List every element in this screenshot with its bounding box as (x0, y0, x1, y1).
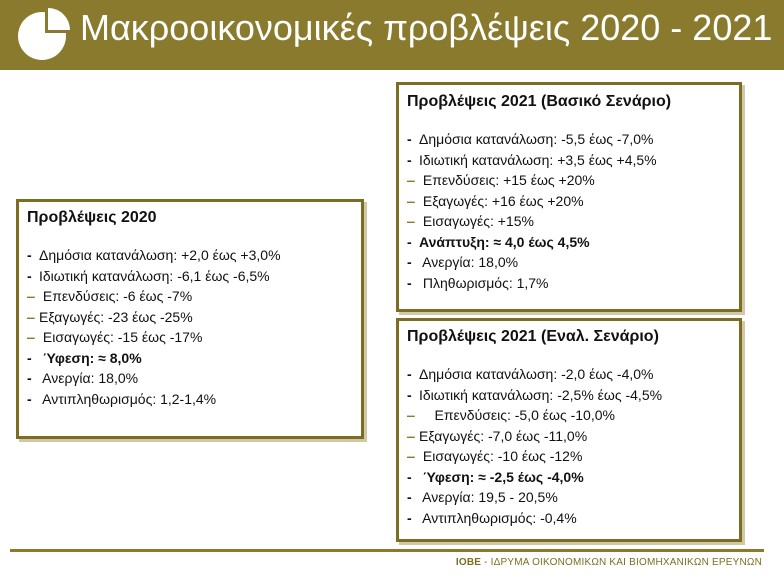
list-item-text: Εξαγωγές: +16 έως +20% (419, 192, 584, 209)
list-item-text: Επενδύσεις: -5,0 έως -10,0% (419, 407, 615, 423)
dash-bullet-icon: ‒ (407, 427, 415, 444)
list-item-text: Εισαγωγές: +15% (419, 213, 534, 229)
pie-chart-logo-icon (18, 8, 70, 60)
box-title: Προβλέψεις 2021 (Βασικό Σενάριο) (407, 93, 672, 110)
list-item: ‒ Εισαγωγές: +15% (407, 211, 739, 232)
footer-divider (10, 549, 764, 552)
list-item: - Πληθωρισμός: 1,7% (407, 273, 739, 294)
header-bar: Μακροοικονομικές προβλέψεις 2020 - 2021 (0, 0, 784, 70)
list-item-text: Αντιπληθωρισμός: 1,2-1,4% (39, 390, 217, 407)
dash-bullet-icon: ‒ (407, 192, 415, 209)
list-item-text: Εξαγωγές: -7,0 έως -11,0% (419, 427, 588, 444)
list-item: - Δημόσια κατανάλωση: -2,0 έως -4,0% (407, 364, 739, 385)
list-item: - Αντιπληθωρισμός: 1,2-1,4% (27, 389, 361, 410)
list-item: ‒ Εισαγωγές: -10 έως -12% (407, 446, 739, 467)
list-item-text: Πληθωρισμός: 1,7% (419, 274, 549, 291)
dash-bullet-icon: - (407, 468, 412, 485)
list-item: ‒ Επενδύσεις: -6 έως -7% (27, 286, 361, 307)
list-item-text: Ανάπτυξη: ≈ 4,0 έως 4,5% (419, 233, 590, 250)
list-item: - Αντιπληθωρισμός: -0,4% (407, 508, 739, 529)
list-item-text: Ιδιωτική κατανάλωση: -2,5% έως -4,5% (419, 386, 663, 403)
list-item: - Ανεργία: 19,5 - 20,5% (407, 487, 739, 508)
list-item-text: Ανεργία: 18,0% (419, 254, 519, 270)
list-item-text: Δημόσια κατανάλωση: -5,5 έως -7,0% (419, 131, 654, 147)
list-item-text: Εξαγωγές: -23 έως -25% (39, 308, 193, 325)
list-item: ‒ Εξαγωγές: +16 έως +20% (407, 191, 739, 212)
dash-bullet-icon: ‒ (407, 448, 415, 464)
dash-bullet-icon: - (407, 233, 412, 250)
box-forecast-2021-alt: Προβλέψεις 2021 (Εναλ. Σενάριο) - Δημόσια… (396, 318, 742, 542)
dash-bullet-icon: ‒ (407, 172, 415, 188)
dash-bullet-icon: ‒ (27, 288, 35, 304)
list-item: - Ανάπτυξη: ≈ 4,0 έως 4,5% (407, 232, 739, 253)
list-item: - Ιδιωτική κατανάλωση: -2,5% έως -4,5% (407, 385, 739, 406)
forecast-list: - Δημόσια κατανάλωση: -2,0 έως -4,0% - Ιδιω… (407, 364, 739, 528)
list-item-text: Ανεργία: 18,0% (39, 370, 139, 386)
list-item: - Ιδιωτική κατανάλωση: +3,5 έως +4,5% (407, 150, 739, 171)
dash-bullet-icon: ‒ (407, 213, 415, 229)
list-item: ‒ Επενδύσεις: -5,0 έως -10,0% (407, 405, 739, 426)
dash-bullet-icon: - (27, 247, 32, 263)
list-item-text: Εισαγωγές: -10 έως -12% (419, 448, 583, 464)
box-forecast-2020: Προβλέψεις 2020 - Δημόσια κατανάλωση: +2,… (16, 199, 364, 439)
list-item-text: Δημόσια κατανάλωση: +2,0 έως +3,0% (39, 247, 281, 263)
list-item: ‒ Εισαγωγές: -15 έως -17% (27, 327, 361, 348)
dash-bullet-icon: - (407, 489, 412, 505)
list-item: ‒ Εξαγωγές: -7,0 έως -11,0% (407, 426, 739, 447)
list-item-text: Ιδιωτική κατανάλωση: +3,5 έως +4,5% (419, 151, 657, 168)
dash-bullet-icon: - (27, 390, 32, 407)
list-item: ‒ Επενδύσεις: +15 έως +20% (407, 170, 739, 191)
footer-org-name: - ΙΔΡΥΜΑ ΟΙΚΟΝΟΜΙΚΩΝ ΚΑΙ ΒΙΟΜΗΧΑΝΙΚΩΝ ΕΡ… (481, 557, 762, 568)
dash-bullet-icon: - (27, 349, 32, 366)
dash-bullet-icon: ‒ (27, 308, 35, 325)
footer-org-abbr: ΙΟΒΕ (455, 557, 482, 568)
dash-bullet-icon: - (407, 386, 412, 403)
forecast-list: - Δημόσια κατανάλωση: +2,0 έως +3,0% - Ιδιω… (27, 245, 361, 409)
list-item-text: Επενδύσεις: +15 έως +20% (419, 172, 595, 188)
dash-bullet-icon: - (407, 274, 412, 291)
footer-organization: ΙΟΒΕ - ΙΔΡΥΜΑ ΟΙΚΟΝΟΜΙΚΩΝ ΚΑΙ ΒΙΟΜΗΧΑΝΙΚ… (456, 557, 762, 568)
list-item: - Ανεργία: 18,0% (27, 368, 361, 389)
box-title: Προβλέψεις 2020 (27, 209, 157, 226)
list-item-text: Εισαγωγές: -15 έως -17% (39, 329, 203, 345)
list-item: - Ύφεση: ≈ 8,0% (27, 348, 361, 369)
list-item-text: Αντιπληθωρισμός: -0,4% (419, 509, 577, 526)
dash-bullet-icon: - (407, 131, 412, 147)
list-item: - Ύφεση: ≈ -2,5 έως -4,0% (407, 467, 739, 488)
list-item-text: Ύφεση: ≈ -2,5 έως -4,0% (419, 468, 584, 485)
list-item-text: Επενδύσεις: -6 έως -7% (39, 288, 193, 304)
dash-bullet-icon: - (27, 370, 32, 386)
dash-bullet-icon: ‒ (27, 329, 35, 345)
list-item-text: Δημόσια κατανάλωση: -2,0 έως -4,0% (419, 366, 654, 382)
dash-bullet-icon: - (407, 151, 412, 168)
page-title: Μακροοικονομικές προβλέψεις 2020 - 2021 (80, 7, 773, 48)
dash-bullet-icon: ‒ (407, 407, 415, 423)
list-item: - Ιδιωτική κατανάλωση: -6,1 έως -6,5% (27, 266, 361, 287)
dash-bullet-icon: - (407, 254, 412, 270)
forecast-list: - Δημόσια κατανάλωση: -5,5 έως -7,0% - Ιδιω… (407, 129, 739, 293)
list-item: - Δημόσια κατανάλωση: -5,5 έως -7,0% (407, 129, 739, 150)
list-item: - Ανεργία: 18,0% (407, 252, 739, 273)
list-item: - Δημόσια κατανάλωση: +2,0 έως +3,0% (27, 245, 361, 266)
box-title: Προβλέψεις 2021 (Εναλ. Σενάριο) (407, 328, 659, 345)
box-forecast-2021-base: Προβλέψεις 2021 (Βασικό Σενάριο) - Δημόσι… (396, 82, 742, 312)
list-item-text: Ιδιωτική κατανάλωση: -6,1 έως -6,5% (39, 267, 270, 284)
list-item-text: Ύφεση: ≈ 8,0% (39, 349, 142, 366)
list-item: ‒ Εξαγωγές: -23 έως -25% (27, 307, 361, 328)
list-item-text: Ανεργία: 19,5 - 20,5% (419, 489, 558, 505)
dash-bullet-icon: - (407, 366, 412, 382)
dash-bullet-icon: - (407, 509, 412, 526)
dash-bullet-icon: - (27, 267, 32, 284)
